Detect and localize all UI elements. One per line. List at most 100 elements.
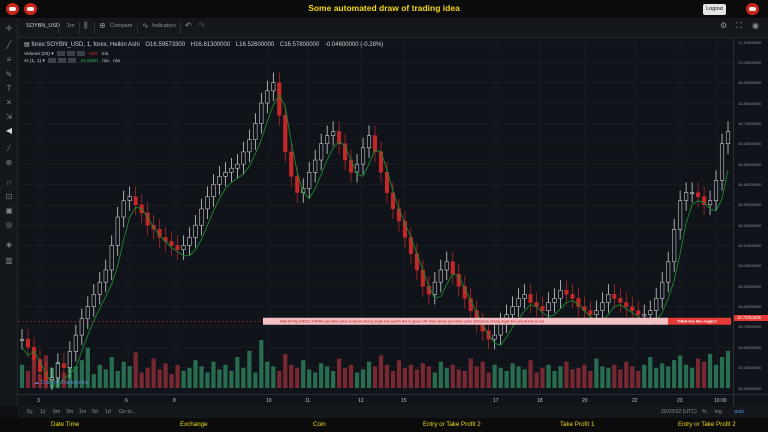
ai-indicator-line — [21, 93, 729, 388]
volume-bar — [606, 367, 611, 388]
candles-icon[interactable]: ⫼ — [84, 21, 88, 30]
volume-bar — [378, 355, 384, 388]
fullscreen-icon[interactable]: ⛶ — [736, 21, 742, 30]
crosshair-icon[interactable]: ✛ — [5, 24, 13, 33]
candle-body — [145, 212, 150, 226]
candle-body — [594, 310, 599, 315]
time-tick-label: 6 — [125, 398, 128, 404]
percent-scale-button[interactable]: % — [702, 409, 707, 415]
magnet-icon[interactable]: ∩ — [6, 178, 12, 187]
symbol-search[interactable]: SOYBN_USD — [26, 23, 60, 29]
candle-body — [570, 294, 575, 299]
volume-bar — [229, 370, 234, 388]
volume-bar — [468, 358, 473, 388]
interval-button[interactable]: 1m — [67, 23, 75, 29]
auto-scale-button[interactable]: auto — [734, 409, 745, 415]
candle-body — [73, 334, 78, 352]
volume-bar — [516, 366, 521, 388]
candle-body — [283, 115, 288, 153]
price-tick-label: 15.40000000 — [738, 385, 762, 391]
price-tick-label: 16.10000000 — [738, 243, 762, 249]
range-1m-button[interactable]: 1m — [79, 409, 87, 415]
back-arrow-icon[interactable]: ◀ — [5, 126, 13, 135]
candle-body — [55, 363, 60, 379]
price-tick-label: 16.50000000 — [738, 161, 762, 167]
legend-box — [58, 58, 67, 63]
lock-drawings-icon[interactable]: ⊡ — [5, 192, 13, 201]
candle-body — [121, 200, 126, 218]
compare-icon[interactable]: ⊕ — [99, 21, 106, 30]
utc-clock[interactable]: 20:03:52 (UTC) — [661, 409, 697, 415]
compare-button[interactable]: Compare — [110, 23, 133, 29]
time-axis[interactable]: 3 6 8 10 11 13 15 17 18 20 22 23 10:00 — [18, 394, 733, 406]
indicators-icon[interactable]: ∿ — [142, 21, 149, 30]
price-tick-label: 16.40000000 — [738, 181, 762, 187]
ai-legend-label: AI (1, 1) — [24, 58, 42, 64]
favorites-icon[interactable]: ◈ — [5, 240, 13, 249]
snapshot-icon[interactable]: ◉ — [752, 21, 759, 30]
text-icon[interactable]: T — [6, 84, 12, 93]
price-tick-label: 15.80000000 — [738, 304, 762, 310]
trend-line-icon[interactable]: ╱ — [6, 40, 12, 49]
indicators-button[interactable]: Indicators — [152, 23, 176, 29]
legend-close: C16.57800000 — [279, 42, 320, 48]
range-5y-button[interactable]: 5y — [27, 409, 33, 415]
date-ranges-bar: 5y 1y 6m 3m 1m 5d 1d Go to... 20:03:52 (… — [18, 406, 768, 418]
volume-bar — [528, 360, 533, 388]
log-scale-button[interactable]: log — [715, 409, 722, 415]
horizontal-line-icon[interactable]: ≡ — [6, 55, 12, 64]
price-axis[interactable]: 17.10000000 17.00000000 16.90000000 16.8000… — [733, 38, 768, 394]
volume-bar — [660, 363, 665, 388]
legend-box — [56, 51, 65, 56]
range-1d-button[interactable]: 1d — [105, 409, 111, 415]
range-6m-button[interactable]: 6m — [53, 409, 61, 415]
volume-bar — [265, 361, 270, 388]
chart-plot-area[interactable]: Wait till Flip ENDS | DRAW just when pri… — [18, 38, 733, 394]
candle-body — [600, 302, 605, 311]
time-tick-label: 11 — [305, 398, 311, 404]
candle-body — [61, 363, 66, 368]
trash-icon[interactable]: ▥ — [5, 256, 13, 265]
volume-bar — [713, 364, 719, 388]
undo-icon[interactable]: ↶ — [185, 21, 192, 30]
zoom-icon[interactable]: ⊕ — [5, 158, 13, 167]
volume-bar — [672, 360, 677, 388]
gear-icon[interactable]: ⚙ — [720, 21, 728, 30]
volume-bar — [678, 355, 683, 388]
range-1y-button[interactable]: 1y — [40, 409, 46, 415]
range-3m-button[interactable]: 3m — [66, 409, 74, 415]
volume-bar — [163, 363, 168, 388]
candle-body — [360, 147, 366, 165]
volume-bar — [725, 350, 731, 388]
forecast-icon[interactable]: ⇲ — [5, 112, 13, 121]
logout-button[interactable]: Logout — [703, 4, 726, 15]
volume-bar — [648, 357, 653, 388]
goto-date-button[interactable]: Go to... — [119, 409, 137, 415]
time-tick-label: 10:00 — [714, 398, 727, 404]
candle-body — [49, 377, 54, 381]
pattern-icon[interactable]: ⨯ — [5, 98, 13, 107]
volume-bar — [576, 367, 581, 388]
redo-icon[interactable]: ↷ — [198, 21, 205, 30]
volume-bar — [157, 369, 162, 388]
volume-bar — [558, 366, 563, 388]
ruler-icon[interactable]: ⁄ — [8, 144, 10, 153]
volume-bar — [25, 370, 31, 388]
brush-icon[interactable]: ✎ — [5, 70, 13, 79]
legend-toggle-icon[interactable]: ▤ — [24, 42, 32, 48]
volume-bar — [695, 358, 701, 388]
volume-bar — [115, 370, 120, 388]
volume-bar — [73, 366, 78, 388]
axis-corner — [733, 394, 768, 406]
annotation-tail-text: THEN line like magic!! — [677, 320, 717, 324]
volume-bar — [444, 367, 449, 388]
candle-body — [247, 139, 252, 153]
volume-bar — [97, 364, 102, 388]
lock-icon[interactable]: ▣ — [5, 206, 13, 215]
time-tick-label: 20 — [582, 398, 588, 404]
visibility-icon[interactable]: ◎ — [5, 220, 13, 229]
range-5d-button[interactable]: 5d — [92, 409, 98, 415]
candle-body — [618, 298, 623, 303]
tradingview-watermark[interactable]: ☁ Chart by TradingView — [34, 380, 88, 386]
volume-bar — [630, 366, 635, 388]
